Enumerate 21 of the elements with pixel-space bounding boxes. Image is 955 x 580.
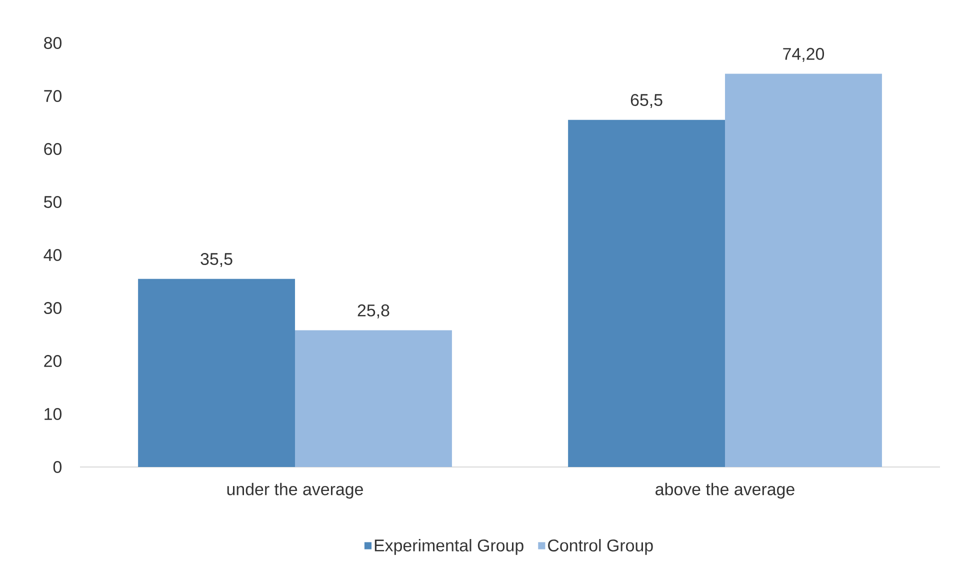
data-label: 25,8 [358,304,390,318]
y-tick-label: 80 [44,37,62,49]
bar [138,278,296,467]
legend-label: Control Group [548,539,653,555]
y-tick-label: 40 [44,249,62,261]
data-label: 35,5 [200,253,232,268]
y-tick-label: 50 [44,196,62,208]
data-label: 65,5 [630,94,662,108]
y-tick-label: 20 [44,355,62,367]
x-tick-label: above the average [656,482,794,499]
bar [295,330,452,467]
legend-label: Experimental Group [374,539,524,555]
data-label: 74,20 [783,48,824,62]
y-tick-label: 0 [53,461,62,473]
y-tick-label: 60 [44,143,62,155]
bar [725,74,882,467]
y-tick-label: 10 [44,408,62,420]
y-tick-label: 30 [44,302,62,314]
x-tick-label: under the average [227,482,363,499]
bar [568,120,726,467]
y-tick-label: 70 [44,90,62,102]
